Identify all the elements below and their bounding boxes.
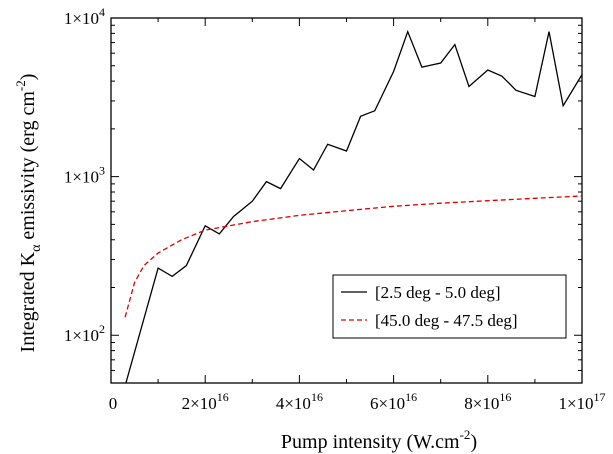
x-axis-label: Pump intensity (W.cm-2) xyxy=(281,427,477,453)
x-tick-label: 6×1016 xyxy=(370,390,417,413)
tick-labels: 0 2×1016 4×1016 6×1016 8×1016 1×1017 1×102 1×10… xyxy=(64,5,606,413)
series-line-2 xyxy=(124,195,582,318)
x-tick-label: 1×1017 xyxy=(558,390,605,413)
series-line-1 xyxy=(125,29,582,383)
y-axis-label: Integrated Kα emissivity (erg cm-2) xyxy=(13,74,44,353)
series-layer xyxy=(124,29,582,383)
y-tick-label: 1×104 xyxy=(64,5,105,28)
ticks xyxy=(110,17,583,384)
y-tick-label: 1×103 xyxy=(64,164,105,187)
x-tick-label: 2×1016 xyxy=(182,390,229,413)
legend-label-series-2: [45.0 deg - 47.5 deg] xyxy=(375,311,518,330)
legend: [2.5 deg - 5.0 deg] [45.0 deg - 47.5 deg… xyxy=(332,274,567,339)
legend-box xyxy=(332,274,567,339)
x-tick-label: 8×1016 xyxy=(464,390,511,413)
x-tick-label: 4×1016 xyxy=(276,390,323,413)
legend-label-series-1: [2.5 deg - 5.0 deg] xyxy=(375,283,501,302)
y-tick-label: 1×102 xyxy=(64,322,105,345)
x-tick-label: 0 xyxy=(109,394,118,413)
